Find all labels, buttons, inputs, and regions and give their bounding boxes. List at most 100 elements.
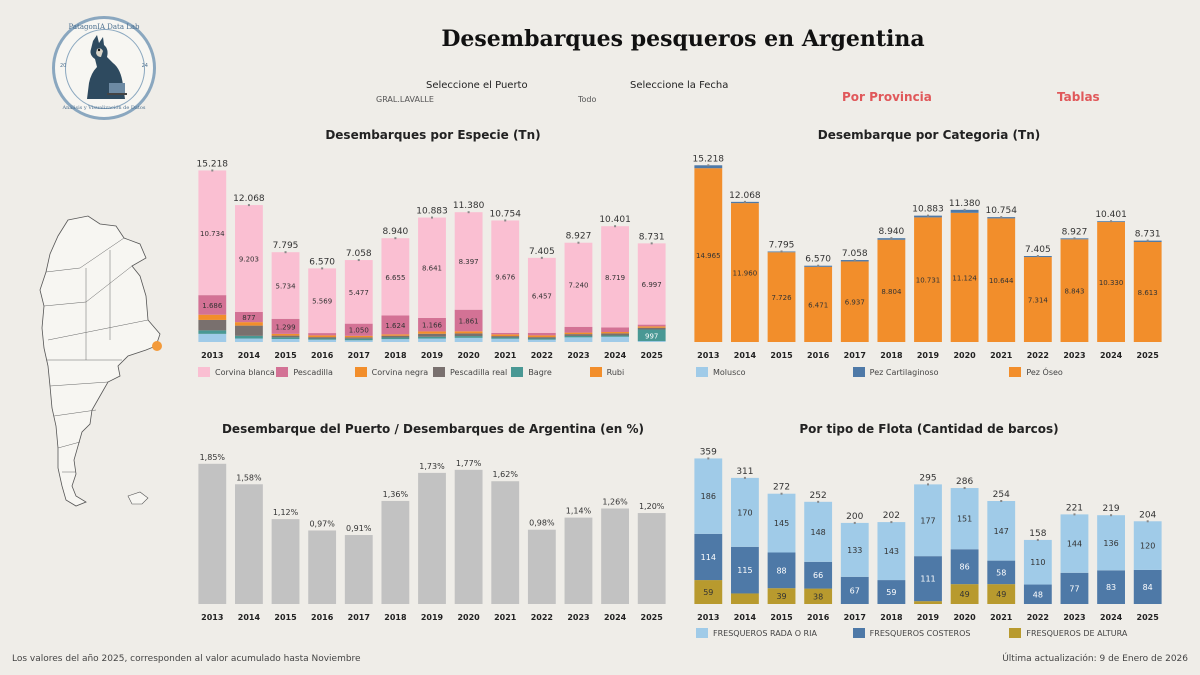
bar [198, 463, 227, 604]
legend-item[interactable]: Pescadilla real [432, 367, 511, 377]
total-label: 7.405 [1025, 245, 1051, 255]
bar-segment [1060, 572, 1089, 604]
segment-label: 83 [1106, 583, 1116, 592]
x-tick-label: 2021 [990, 351, 1013, 360]
x-tick-label: 2025 [641, 351, 664, 360]
legend-swatch [198, 367, 210, 377]
x-tick-label: 2013 [201, 613, 223, 622]
x-tick-label: 2022 [531, 613, 553, 622]
legend-item[interactable]: Pez Cartilaginoso [852, 367, 1010, 377]
legend-item[interactable]: Pescadilla [276, 367, 354, 377]
segment-label: 86 [960, 563, 970, 572]
segment-label: 997 [645, 332, 658, 340]
total-label: 10.754 [985, 206, 1017, 216]
bar-segment [418, 338, 446, 342]
bar-segment [344, 335, 373, 338]
footer-note: Los valores del año 2025, corresponden a… [12, 654, 361, 664]
bar-segment [1060, 514, 1089, 573]
legend-label: FRESQUEROS RADA O RIA [713, 628, 817, 638]
nav-tablas[interactable]: Tablas [1057, 90, 1100, 104]
total-marker [743, 476, 746, 479]
bar-segment [527, 337, 556, 339]
total-marker [1036, 538, 1039, 541]
value-label: 1,12% [273, 508, 299, 517]
bar-segment [381, 339, 410, 342]
segment-label: 7.240 [568, 282, 588, 290]
bar-segment [344, 340, 373, 342]
argentina-map[interactable] [28, 210, 168, 520]
total-label: 254 [993, 490, 1010, 500]
legend-categoria: Molusco Pez Cartilaginoso Pez Óseo [696, 367, 1166, 377]
legend-item[interactable]: FRESQUEROS COSTEROS [852, 628, 1010, 638]
segment-label: 8.641 [422, 265, 442, 273]
value-label: 1,58% [236, 473, 262, 482]
bar [344, 535, 373, 604]
bar-segment [271, 333, 300, 336]
segment-label: 177 [920, 516, 935, 525]
bar-segment [987, 584, 1016, 604]
value-label: 0,91% [346, 524, 372, 533]
bar-segment [877, 580, 906, 604]
total-marker [247, 204, 250, 207]
chart-especie-title: Desembarques por Especie (Tn) [325, 128, 541, 142]
bar-segment [637, 329, 666, 342]
bar [601, 508, 629, 604]
segment-label: 7.314 [1028, 297, 1049, 305]
bar-segment [694, 165, 723, 169]
legend-item[interactable]: Corvina negra [354, 367, 433, 377]
total-marker [1073, 513, 1076, 516]
x-tick-label: 2018 [384, 613, 407, 622]
legend-item[interactable]: Rubi [589, 367, 668, 377]
segment-label: 145 [774, 519, 789, 528]
x-tick-label: 2019 [421, 613, 444, 622]
fecha-filter-label: Seleccione la Fecha [630, 80, 729, 91]
fecha-filter-select[interactable]: Todo [578, 95, 597, 104]
total-marker [1073, 237, 1076, 240]
bar-segment [527, 257, 556, 333]
nav-por-provincia[interactable]: Por Provincia [842, 90, 932, 104]
legend-item[interactable]: FRESQUEROS DE ALTURA [1009, 628, 1166, 638]
bar-segment [308, 333, 337, 336]
legend-label: Corvina blanca [215, 367, 275, 377]
total-label: 359 [700, 447, 717, 457]
legend-item[interactable]: Molusco [696, 367, 853, 377]
bar-segment [840, 261, 869, 342]
bar-segment [418, 336, 446, 339]
segment-label: 59 [703, 588, 713, 597]
chart-categoria: 14.965 15.218 2013 11.960 12.068 2014 7.726 7.7… [693, 154, 1162, 360]
segment-label: 49 [960, 590, 970, 599]
legend-item[interactable]: Corvina blanca [198, 367, 276, 377]
x-tick-label: 2014 [734, 613, 757, 622]
segment-label: 147 [994, 527, 1009, 536]
bar-segment [1023, 584, 1052, 604]
total-marker [504, 219, 507, 222]
bar-segment [308, 338, 337, 340]
bar-segment [491, 338, 520, 342]
legend-label: FRESQUEROS COSTEROS [869, 628, 971, 638]
segment-label: 133 [847, 546, 862, 555]
bar-segment [601, 333, 629, 336]
bar-segment [344, 337, 373, 339]
total-marker [1000, 500, 1003, 503]
legend-swatch [696, 367, 708, 377]
x-tick-label: 2023 [567, 613, 589, 622]
legend-item[interactable]: Bagre [511, 367, 589, 377]
segment-label: 144 [1067, 540, 1082, 549]
bar-segment [381, 238, 410, 316]
total-label: 221 [1066, 503, 1083, 513]
total-marker [577, 241, 580, 244]
x-tick-label: 2015 [274, 351, 297, 360]
legend-especie: Corvina blanca Pescadilla Corvina negra Pes… [198, 367, 668, 377]
legend-item[interactable]: FRESQUEROS RADA O RIA [696, 628, 853, 638]
x-tick-label: 2025 [1137, 613, 1160, 622]
total-marker [394, 237, 397, 240]
puerto-filter-select[interactable]: GRAL.LAVALLE [376, 95, 434, 104]
total-marker [1110, 220, 1113, 223]
bar-segment [198, 319, 227, 331]
segment-label: 38 [813, 592, 823, 601]
total-label: 295 [919, 473, 936, 483]
legend-swatch [1009, 367, 1022, 377]
total-label: 8.731 [1135, 230, 1161, 240]
segment-label: 148 [811, 528, 826, 537]
legend-item[interactable]: Pez Óseo [1009, 367, 1166, 377]
